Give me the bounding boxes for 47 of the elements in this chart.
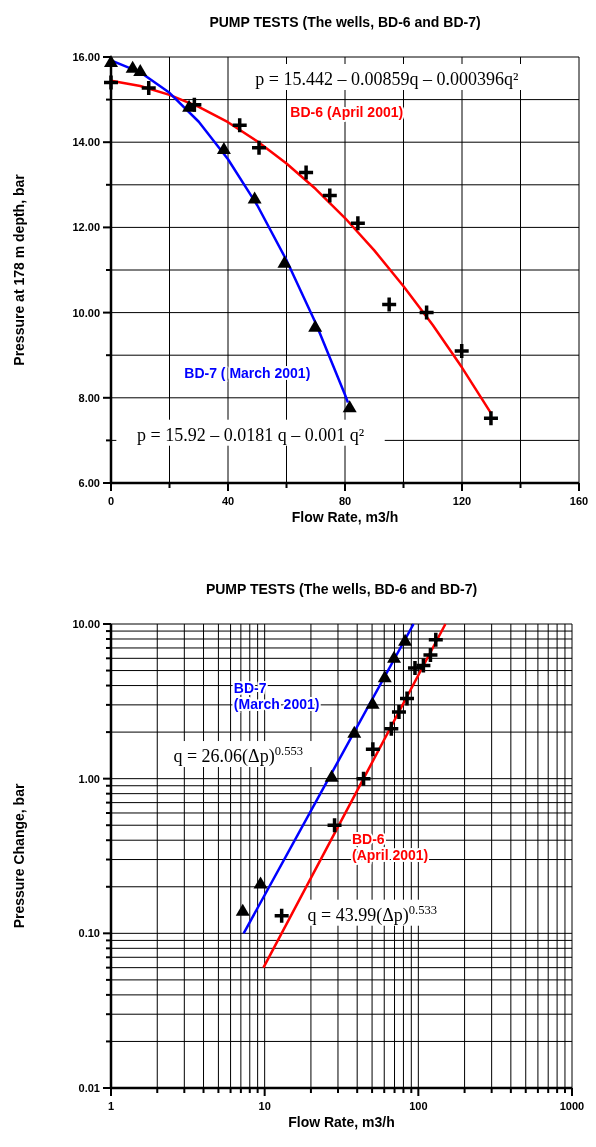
y-tick-label: 1.00 xyxy=(78,772,100,785)
point xyxy=(250,138,268,157)
point xyxy=(342,400,357,413)
point xyxy=(349,214,367,232)
x-tick-label: 0 xyxy=(107,495,115,507)
x-axis-title: Flow Rate, m3/h xyxy=(291,509,399,525)
point xyxy=(452,342,471,360)
point xyxy=(133,64,148,77)
x-tick-label: 1 xyxy=(107,1100,115,1112)
y-tick-label: 6.00 xyxy=(78,477,100,489)
y-tick-label: 14.00 xyxy=(72,136,100,149)
point xyxy=(277,255,292,268)
annotation: p = 15.442 – 0.00859q – 0.000396q² xyxy=(255,69,519,89)
x-tick-label: 160 xyxy=(569,495,589,507)
y-tick-label: 12.00 xyxy=(72,221,100,234)
point xyxy=(216,142,231,155)
chart-title: PUMP TESTS (The wells, BD-6 and BD-7) xyxy=(209,14,481,30)
annotation: q = 26.06(Δp)$^{0.553}$ xyxy=(173,744,304,768)
y-axis-title: Pressure Change, bar xyxy=(11,783,27,929)
y-tick-label: 8.00 xyxy=(78,391,100,404)
y-tick-label: 0.01 xyxy=(78,1082,100,1094)
point xyxy=(247,191,262,204)
y-tick-label: 10.00 xyxy=(72,618,100,630)
y-tick-label: 0.10 xyxy=(78,927,100,940)
point xyxy=(230,116,249,134)
y-tick-label: 16.00 xyxy=(72,51,100,63)
x-axis-title: Flow Rate, m3/h xyxy=(288,1114,395,1130)
x-tick-label: 1000 xyxy=(559,1100,585,1112)
x-tick-label: 120 xyxy=(452,495,472,507)
point xyxy=(417,303,436,322)
x-tick-label: 80 xyxy=(338,495,352,507)
text: BD-6 (April 2001) xyxy=(290,103,404,120)
y-tick-label: 10.00 xyxy=(72,306,100,319)
y-axis-title: Pressure at 178 m depth, bar xyxy=(11,173,27,366)
point xyxy=(308,319,323,332)
point xyxy=(102,73,120,92)
x-tick-label: 100 xyxy=(409,1100,428,1112)
chart-title: PUMP TESTS (The wells, BD-6 and BD-7) xyxy=(205,581,478,597)
point xyxy=(482,409,500,427)
point xyxy=(380,295,398,314)
annotation: q = 43.99(Δp)$^{0.533}$ xyxy=(307,902,438,926)
point xyxy=(321,186,339,205)
annotation: p = 15.92 – 0.0181 q – 0.001 q² xyxy=(136,424,365,445)
x-tick-label: 10 xyxy=(258,1100,271,1112)
point xyxy=(139,79,158,97)
x-tick-label: 40 xyxy=(221,495,235,507)
point xyxy=(297,163,315,182)
